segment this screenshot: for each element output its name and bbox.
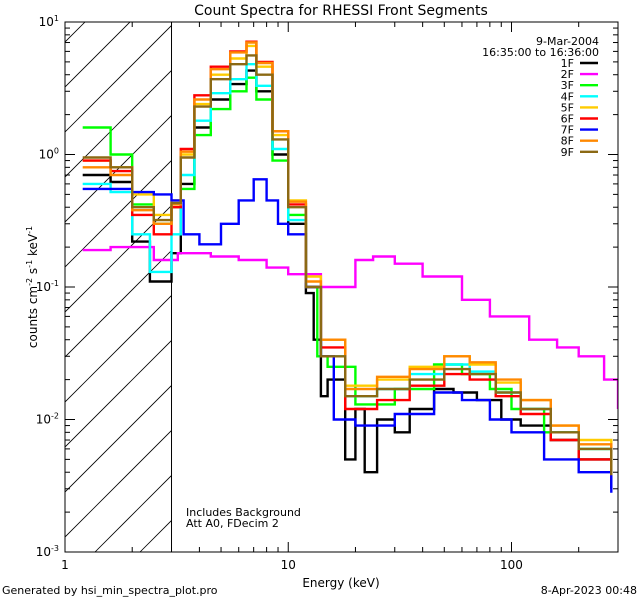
x-tick-label: 100 (500, 558, 523, 572)
series-line-2f (82, 245, 618, 409)
y-tick-label: 10-1 (36, 279, 59, 294)
footer-timestamp: 8-Apr-2023 00:48 (541, 584, 637, 597)
hatch-line (65, 69, 172, 178)
series-line-9f (82, 54, 613, 476)
hatch-line (65, 204, 172, 313)
hatch-line (65, 114, 172, 223)
hatch-line (65, 294, 172, 403)
annotation-attenuator: Att A0, FDecim 2 (186, 517, 279, 530)
legend-label-4f: 4F (561, 90, 574, 103)
generated-by-footer: Generated by hsi_min_spectra_plot.pro (2, 584, 218, 597)
hatch-line (0, 0, 25, 552)
x-axis-ticks: 1 10 100 (61, 22, 619, 572)
y-tick-label: 101 (39, 14, 59, 29)
annotation-background: Includes Background (186, 506, 301, 519)
x-axis-label: Energy (keV) (302, 576, 379, 590)
hatch-line (65, 384, 172, 493)
series-line-8f (82, 41, 613, 470)
legend-label-9f: 9F (561, 146, 574, 159)
hatch-line (65, 22, 131, 88)
observation-date: 9-Mar-2004 (536, 35, 599, 48)
legend-label-2f: 2F (561, 68, 574, 81)
y-axis-label: counts cm-2 s-1 keV-1 (25, 226, 40, 348)
chart-title: Count Spectra for RHESSI Front Segments (194, 3, 488, 19)
series-lines (82, 40, 618, 493)
hatch-line (65, 159, 172, 268)
legend-label-8f: 8F (561, 135, 574, 148)
y-tick-label: 10-2 (36, 412, 59, 427)
hatch-line (94, 474, 172, 552)
legend-label-3f: 3F (561, 79, 574, 92)
legend-label-6f: 6F (561, 113, 574, 126)
x-tick-label: 10 (281, 558, 296, 572)
hatch-line (65, 429, 172, 538)
y-axis-ticks: 10-3 10-2 10-1 100 101 (36, 14, 618, 559)
y-tick-label: 100 (39, 147, 59, 162)
series-line-1f (82, 69, 613, 489)
time-range: 16:35:00 to 16:36:00 (482, 46, 599, 59)
series-line-7f (82, 178, 613, 493)
legend-label-5f: 5F (561, 101, 574, 114)
x-tick-label: 1 (61, 558, 69, 572)
y-tick-label: 10-3 (36, 544, 59, 559)
legend-label-7f: 7F (561, 124, 574, 137)
series-line-5f (82, 44, 613, 466)
legend-label-1f: 1F (561, 57, 574, 70)
hatch-line (65, 24, 172, 133)
hatch-line (65, 22, 86, 43)
